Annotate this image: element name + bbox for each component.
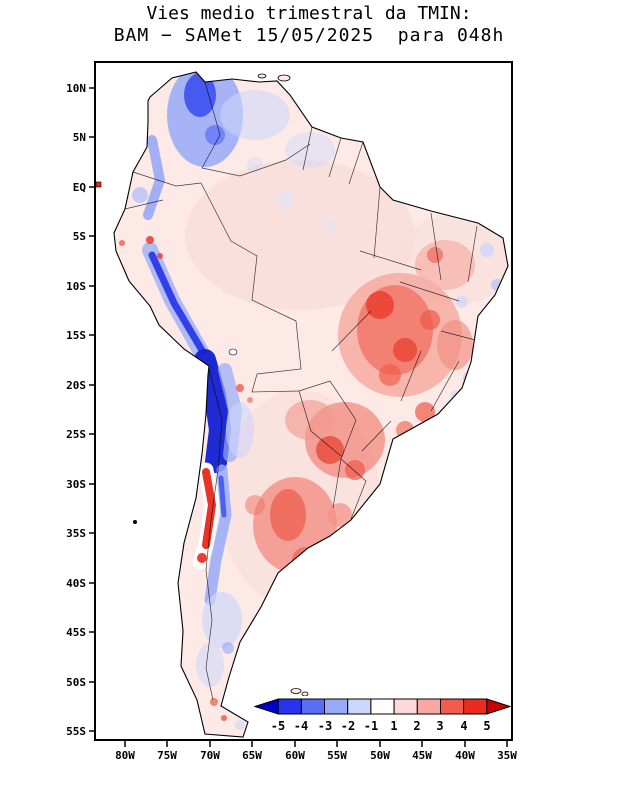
lat-tick-label: 15S bbox=[66, 329, 86, 342]
lat-tick-label: 10S bbox=[66, 280, 86, 293]
colorbar-label: 1 bbox=[390, 719, 397, 733]
lon-tick-label: 80W bbox=[115, 749, 135, 762]
colorbar-label: 5 bbox=[483, 719, 490, 733]
colorbar-label: -5 bbox=[271, 719, 285, 733]
colorbar: -5 -4 -3 -2 -1 1 2 3 4 5 bbox=[253, 696, 512, 734]
lat-tick-label: 55S bbox=[66, 725, 86, 738]
lon-tick-label: 35W bbox=[497, 749, 517, 762]
lat-tick-label: 5S bbox=[73, 230, 86, 243]
colorbar-label: 2 bbox=[413, 719, 420, 733]
lon-axis-labels: 80W 75W 70W 65W 60W 55W 50W 45W 40W 35W bbox=[115, 749, 517, 762]
lat-tick-label: 10N bbox=[66, 82, 86, 95]
lat-tick-label: 30S bbox=[66, 478, 86, 491]
colorbar-label: 4 bbox=[460, 719, 467, 733]
lon-tick-label: 65W bbox=[242, 749, 262, 762]
lon-tick-label: 70W bbox=[200, 749, 220, 762]
political-borders bbox=[124, 81, 480, 701]
lon-tick-label: 50W bbox=[370, 749, 390, 762]
lon-tick-label: 75W bbox=[157, 749, 177, 762]
lat-tick-label: 25S bbox=[66, 428, 86, 441]
plot-frame bbox=[94, 61, 513, 741]
lon-ticks bbox=[124, 740, 508, 747]
plot-title-line2: BAM − SAMet 15/05/2025 para 048h bbox=[113, 25, 505, 46]
lat-ticks bbox=[89, 87, 95, 732]
colorbar-label: -3 bbox=[318, 719, 332, 733]
coastline bbox=[113, 71, 509, 738]
lat-tick-label: 5N bbox=[73, 131, 86, 144]
lat-tick-label: 45S bbox=[66, 626, 86, 639]
lat-tick-label: EQ bbox=[73, 181, 87, 194]
islands bbox=[95, 73, 309, 697]
plot-title-line1: Vies medio trimestral da TMIN: bbox=[146, 3, 472, 24]
lat-tick-label: 35S bbox=[66, 527, 86, 540]
lon-tick-label: 40W bbox=[455, 749, 475, 762]
colorbar-tick-labels: -5 -4 -3 -2 -1 1 2 3 4 5 bbox=[271, 719, 491, 733]
lat-axis-labels: 10N 5N EQ 5S 10S 15S 20S 25S 30S 35S 40S… bbox=[66, 82, 86, 738]
colorbar-label: -2 bbox=[341, 719, 355, 733]
lon-tick-label: 60W bbox=[285, 749, 305, 762]
lat-tick-label: 40S bbox=[66, 577, 86, 590]
lat-tick-label: 50S bbox=[66, 676, 86, 689]
lat-tick-label: 20S bbox=[66, 379, 86, 392]
colorbar-label: 3 bbox=[436, 719, 443, 733]
colorbar-label: -1 bbox=[364, 719, 378, 733]
lon-tick-label: 45W bbox=[412, 749, 432, 762]
lon-tick-label: 55W bbox=[327, 749, 347, 762]
colorbar-right-arrow bbox=[486, 698, 512, 715]
colorbar-label: -4 bbox=[294, 719, 308, 733]
